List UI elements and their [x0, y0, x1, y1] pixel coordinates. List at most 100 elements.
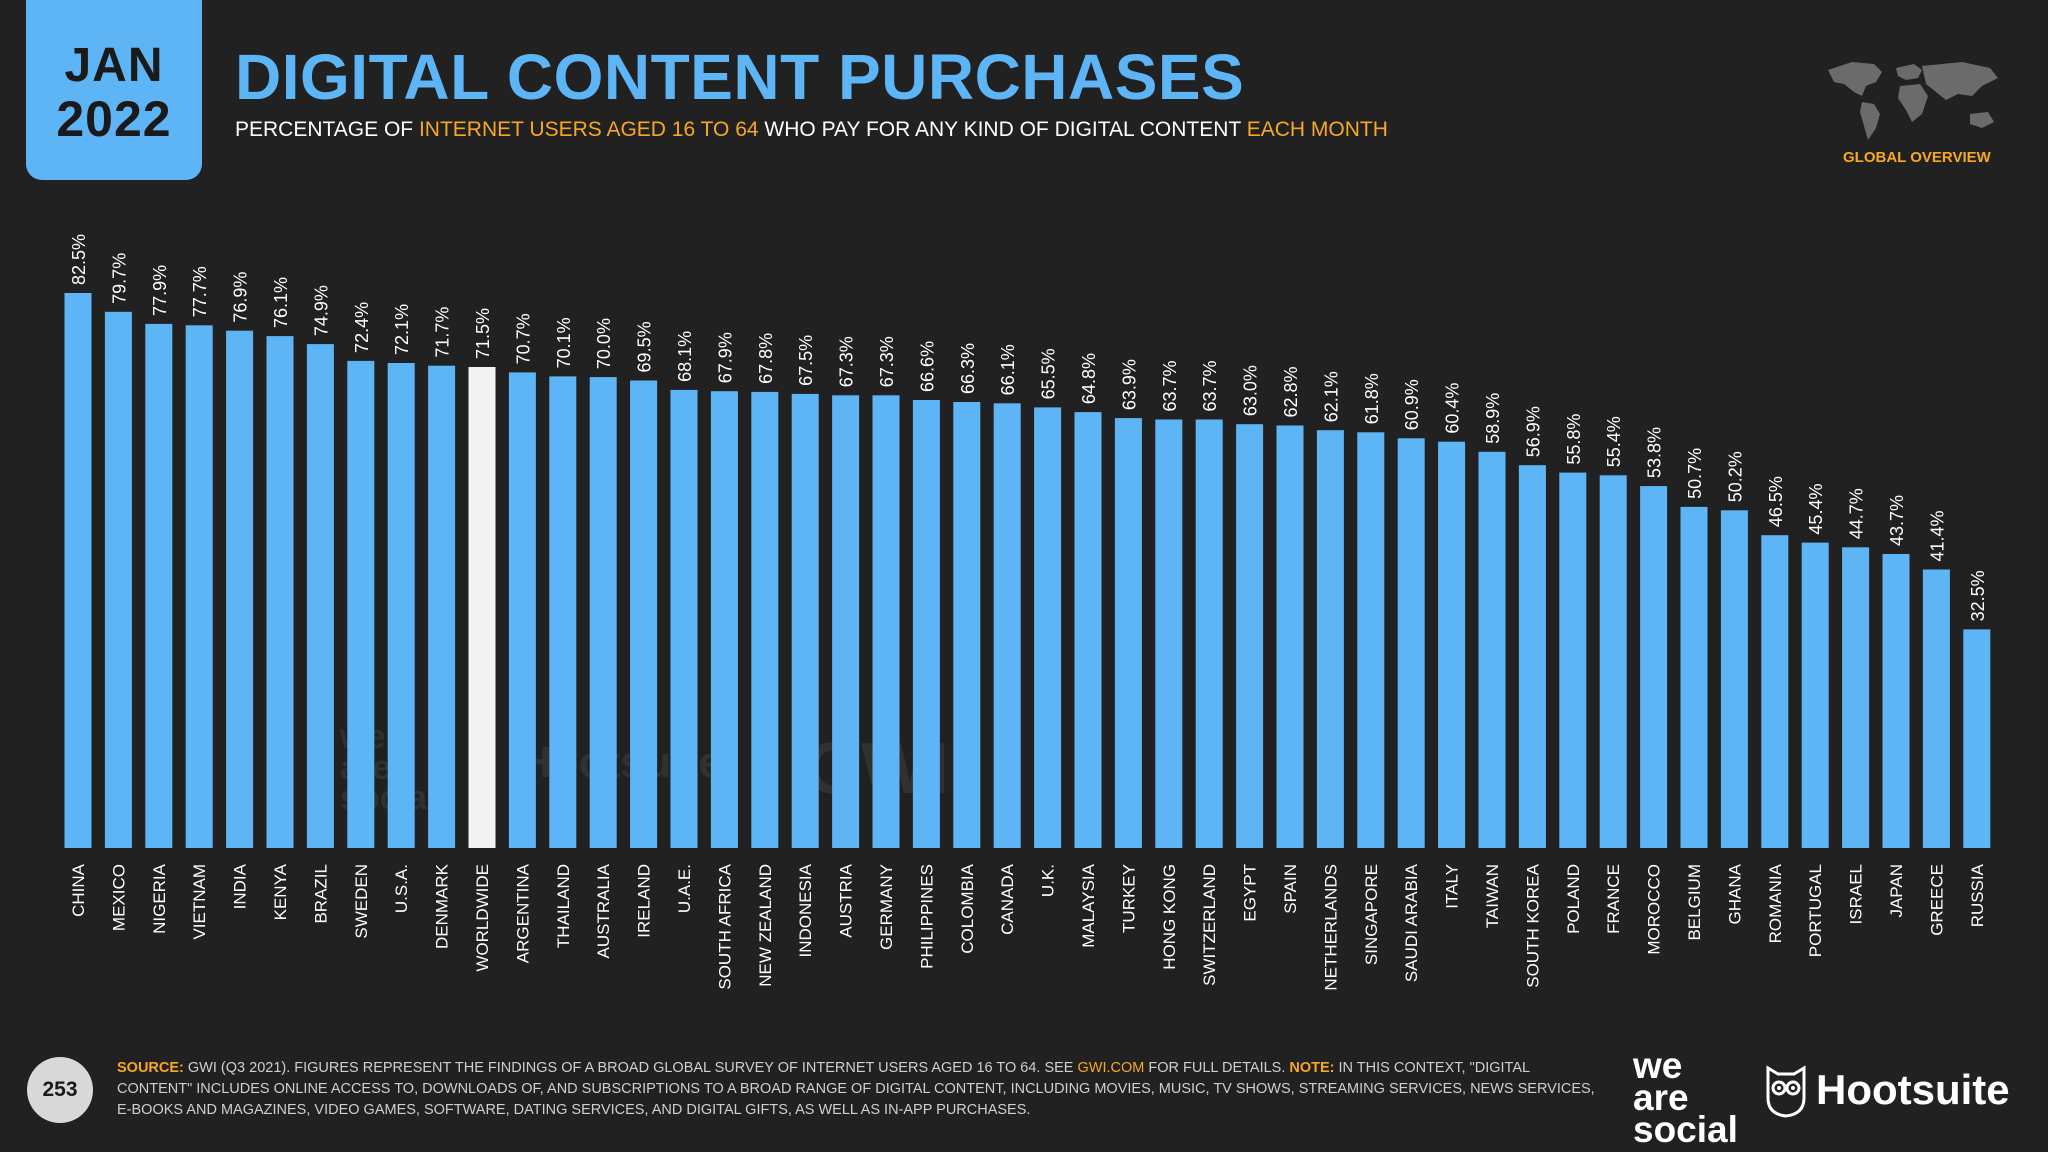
category-label: GHANA — [1725, 863, 1744, 924]
data-label: 60.9% — [1402, 379, 1422, 430]
bar-indonesia — [791, 393, 819, 848]
source-link[interactable]: GWI.COM — [1077, 1060, 1145, 1076]
bar-india — [226, 330, 254, 848]
data-label: 50.2% — [1725, 451, 1745, 502]
category-label: BRAZIL — [311, 864, 330, 924]
data-label: 60.4% — [1443, 383, 1463, 434]
bar-u-a-e- — [670, 389, 698, 848]
category-label: INDIA — [231, 863, 250, 909]
data-label: 65.5% — [1039, 348, 1059, 399]
data-label: 79.7% — [109, 253, 129, 304]
logo-line: social — [1633, 1108, 1738, 1150]
category-label: WORLDWIDE — [473, 864, 492, 972]
category-label: IRELAND — [635, 864, 654, 938]
bar-japan — [1882, 554, 1910, 848]
data-label: 69.5% — [635, 321, 655, 372]
category-label: SOUTH AFRICA — [715, 863, 734, 989]
data-label: 77.9% — [150, 265, 170, 316]
category-label: NIGERIA — [150, 863, 169, 934]
note-text: IN THIS CONTEXT, "DIGITAL CONTENT" INCLU… — [117, 1060, 1595, 1118]
bar-singapore — [1357, 432, 1385, 848]
subtitle-part-2: WHO PAY FOR ANY KIND OF DIGITAL CONTENT — [758, 118, 1247, 141]
category-label: NEW ZEALAND — [756, 864, 775, 987]
data-label: 66.1% — [998, 344, 1018, 395]
bar-italy — [1438, 441, 1466, 848]
bar-israel — [1842, 547, 1870, 848]
category-label: SWEDEN — [352, 864, 371, 939]
data-label: 67.9% — [715, 332, 735, 383]
category-label: EGYPT — [1241, 864, 1260, 922]
date-month: JAN — [64, 39, 164, 92]
data-label: 62.1% — [1321, 371, 1341, 422]
category-label: TAIWAN — [1483, 864, 1502, 928]
category-label: COLOMBIA — [958, 863, 977, 953]
note-label: NOTE: — [1289, 1060, 1335, 1076]
subtitle-highlight-2: EACH MONTH — [1246, 118, 1388, 141]
data-label: 67.5% — [796, 335, 816, 386]
data-label: 61.8% — [1362, 373, 1382, 424]
bar-taiwan — [1478, 451, 1506, 848]
subtitle-highlight-1: INTERNET USERS AGED 16 TO 64 — [418, 118, 759, 141]
bar-worldwide — [468, 367, 496, 848]
category-label: ISRAEL — [1847, 864, 1866, 924]
category-label: SOUTH KOREA — [1523, 863, 1542, 987]
logo-line: are — [1633, 1076, 1689, 1118]
bar-germany — [872, 395, 900, 848]
data-label: 32.5% — [1968, 570, 1988, 621]
data-label: 55.8% — [1564, 414, 1584, 465]
bar-turkey — [1114, 418, 1142, 848]
category-label: MOROCCO — [1645, 864, 1664, 955]
category-label: U.A.E. — [675, 864, 694, 913]
source-label: SOURCE: — [117, 1060, 184, 1076]
category-label: MEXICO — [109, 864, 128, 931]
owl-icon — [1766, 1065, 1806, 1118]
bar-morocco — [1640, 486, 1668, 848]
data-label: 50.7% — [1685, 448, 1705, 499]
category-label: CHINA — [69, 863, 88, 917]
category-label: ROMANIA — [1766, 863, 1785, 943]
data-label: 70.0% — [594, 318, 614, 369]
bar-ghana — [1720, 510, 1748, 848]
source-text-2: FOR FULL DETAILS. — [1144, 1060, 1290, 1076]
bar-philippines — [912, 400, 940, 848]
bar-argentina — [508, 372, 536, 848]
data-label: 66.3% — [958, 343, 978, 394]
category-label: SPAIN — [1281, 864, 1300, 914]
category-label: NETHERLANDS — [1321, 864, 1340, 991]
bar-hong-kong — [1155, 419, 1183, 848]
category-label: POLAND — [1564, 864, 1583, 934]
data-label: 53.8% — [1645, 427, 1665, 478]
category-label: SAUDI ARABIA — [1402, 863, 1421, 982]
data-label: 58.9% — [1483, 393, 1503, 444]
data-label: 64.8% — [1079, 353, 1099, 404]
data-label: 71.5% — [473, 308, 493, 359]
data-label: 55.4% — [1604, 416, 1624, 467]
data-label: 45.4% — [1806, 484, 1826, 535]
section-label: GLOBAL OVERVIEW — [1843, 149, 1991, 166]
bar-sweden — [347, 360, 375, 848]
category-label: AUSTRIA — [837, 863, 856, 937]
bar-thailand — [549, 376, 577, 848]
bar-nigeria — [145, 323, 173, 848]
data-label: 82.5% — [69, 234, 89, 285]
category-label: THAILAND — [554, 864, 573, 948]
category-label: U.S.A. — [392, 864, 411, 913]
category-label: KENYA — [271, 863, 290, 920]
bar-austria — [832, 395, 860, 848]
data-label: 76.1% — [271, 277, 291, 328]
category-label: TURKEY — [1119, 864, 1138, 933]
bar-belgium — [1680, 506, 1708, 848]
bar-russia — [1963, 629, 1991, 848]
data-label: 63.7% — [1200, 360, 1220, 411]
data-label: 63.0% — [1241, 365, 1261, 416]
bar-new-zealand — [751, 391, 779, 848]
data-label: 43.7% — [1887, 495, 1907, 546]
bar-romania — [1761, 535, 1789, 848]
category-label: DENMARK — [433, 863, 452, 949]
category-label: RUSSIA — [1968, 863, 1987, 927]
date-badge: JAN 2022 — [26, 0, 202, 180]
data-label: 76.9% — [231, 272, 251, 323]
data-label: 77.7% — [190, 266, 210, 317]
page-title: DIGITAL CONTENT PURCHASES — [235, 41, 1245, 113]
we-are-social-logo: we are social — [1633, 1047, 1738, 1150]
